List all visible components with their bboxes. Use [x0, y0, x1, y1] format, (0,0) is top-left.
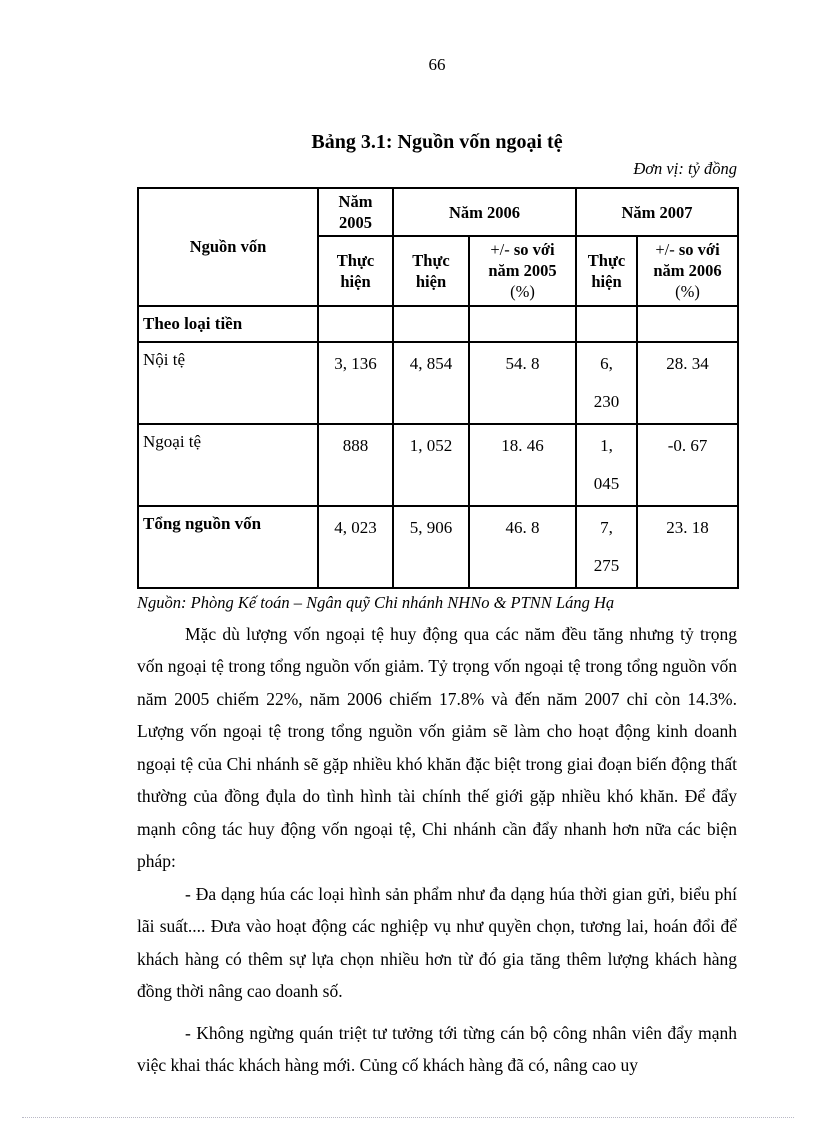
table-caption: Bảng 3.1: Nguồn vốn ngoại tệ — [311, 131, 563, 153]
table-row-ngoai-te: Ngoại tệ 888 1, 052 18. 46 1, 045 -0. 67 — [137, 422, 740, 507]
col-header-delta-2005: +/- so với năm 2005 (%) — [467, 235, 578, 307]
paragraph-measure-1: - Đa dạng húa các loại hình sản phẩm như… — [137, 883, 737, 1002]
table-cell: 54. 8 — [467, 340, 578, 425]
col-header-thuc-hien-2007: Thực hiện — [575, 235, 639, 307]
source-note: Nguồn: Phòng Kế toán – Ngân quỹ Chi nhán… — [137, 592, 615, 612]
col-header-thuc-hien-2005: Thực hiện — [317, 235, 394, 307]
table-cell — [467, 304, 578, 343]
table-cell: 3, 136 — [317, 340, 394, 425]
unit-note: Đơn vị: tỷ đồng — [633, 159, 737, 178]
page-number: 66 — [428, 55, 446, 74]
table-row-noi-te: Nội tệ 3, 136 4, 854 54. 8 6, 230 28. 34 — [137, 340, 740, 425]
col-header-nam-2005: Năm 2005 — [317, 186, 394, 238]
col-header-delta-2006: +/- so với năm 2006 (%) — [636, 235, 740, 307]
table-cell: 1, 045 — [575, 422, 639, 507]
delta-prefix: +/- — [655, 240, 675, 260]
footer-divider — [22, 1117, 794, 1118]
paragraph-measure-2: - Không ngừng quán triệt tư tưởng tới từ… — [137, 1022, 737, 1076]
table-cell: 6, 230 — [575, 340, 639, 425]
col-header-thuc-hien-2006: Thực hiện — [392, 235, 470, 307]
row-label-tong-nguon-von: Tổng nguồn vốn — [137, 504, 319, 589]
col-header-nam-2006: Năm 2006 — [391, 186, 578, 238]
text-block: 66 Bảng 3.1: Nguồn vốn ngoại tệ Đơn vị: … — [137, 0, 740, 1082]
delta-label: so với năm 2006 — [653, 240, 722, 281]
table-cell: 28. 34 — [636, 340, 740, 425]
table-cell: 5, 906 — [392, 504, 470, 589]
row-label-noi-te: Nội tệ — [137, 340, 319, 425]
table-cell — [575, 304, 639, 343]
row-label-ngoai-te: Ngoại tệ — [137, 422, 319, 507]
table-cell: 4, 854 — [392, 340, 470, 425]
row-label-theo-loai-tien: Theo loại tiền — [137, 304, 319, 343]
col-header-nam-2007: Năm 2007 — [575, 186, 740, 238]
table-cell — [317, 304, 394, 343]
table-cell — [636, 304, 740, 343]
table-cell: 18. 46 — [467, 422, 578, 507]
table-cell: 23. 18 — [636, 504, 740, 589]
table-cell: 888 — [317, 422, 394, 507]
table-cell: -0. 67 — [636, 422, 740, 507]
table-cell — [392, 304, 470, 343]
table-header-row-1: Nguồn vốn Năm 2005 Năm 2006 Năm 2007 — [137, 186, 740, 307]
funding-table: Nguồn vốn Năm 2005 Năm 2006 Năm 2007 Thự… — [137, 186, 740, 589]
table-cell: 7, 275 — [575, 504, 639, 589]
delta-prefix: +/- — [490, 240, 510, 260]
table-cell: 4, 023 — [317, 504, 394, 589]
delta-label: so với năm 2005 — [488, 240, 557, 281]
table-cell: 46. 8 — [467, 504, 578, 589]
paragraph-analysis: Mặc dù lượng vốn ngoại tệ huy động qua c… — [137, 623, 737, 872]
table-header-row-2: Thực hiện Thực hiện +/- so với năm 2005(… — [138, 235, 740, 307]
table-cell: 1, 052 — [392, 422, 470, 507]
delta-pct: (%) — [510, 282, 535, 302]
table-row-theo-loai-tien: Theo loại tiền — [137, 304, 740, 343]
delta-pct: (%) — [675, 282, 700, 302]
table-row-tong-nguon-von: Tổng nguồn vốn 4, 023 5, 906 46. 8 7, 27… — [137, 504, 740, 589]
col-header-nguon-von: Nguồn vốn — [137, 187, 319, 307]
